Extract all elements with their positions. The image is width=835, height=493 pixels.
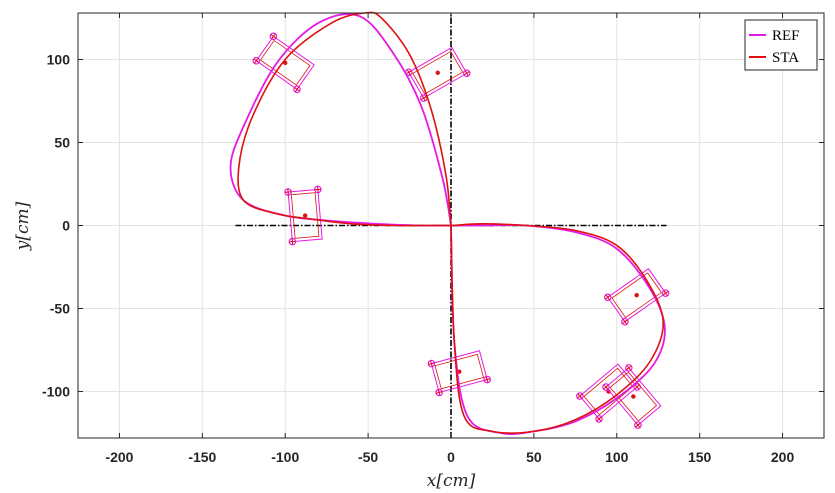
wheel-marker [284,188,292,196]
wheel-cross [626,365,632,371]
y-axis-label: y[cm] [13,201,33,251]
vehicle-body-estimate [609,371,658,422]
vehicle-marker [576,363,641,423]
wheel-cross [421,95,426,101]
wheel-cross [294,86,300,93]
vehicle-body-estimate [412,50,464,95]
wheel-marker [427,359,436,368]
vehicle-body [579,363,638,420]
vehicle-center [302,213,308,218]
y-tick-label: 0 [62,218,70,234]
x-axis-label: x[cm] [427,471,476,491]
wheel-cross [622,318,627,325]
wheel-cross [464,70,469,77]
wheel-marker [625,364,633,372]
legend-sta-label: STA [772,50,799,66]
y-tick-label: -100 [42,384,70,400]
wheel-cross [603,384,609,390]
wheel-marker [269,32,278,41]
vehicle-marker [603,268,670,326]
wheel-marker [602,383,610,391]
wheel-marker [293,85,301,94]
vehicle-center [435,70,440,75]
x-tick-label: -50 [358,449,378,465]
y-tick-label: -50 [50,301,70,317]
vehicle-body [605,367,662,426]
wheel-cross [437,389,441,396]
wheel-cross [271,33,276,40]
vehicle-center [631,394,636,399]
wheel-cross [406,69,411,76]
wheel-cross [596,416,602,422]
y-tick-label: 50 [54,134,70,150]
x-tick-label: -200 [105,449,133,465]
x-tick-label: -100 [271,449,299,465]
wheel-cross [634,384,640,390]
y-tick-labels: -100 -50 0 50 100 [42,51,824,400]
wheel-marker [435,388,443,397]
legend-box [744,19,818,71]
vehicle-body [607,268,667,323]
wheel-marker [621,317,629,326]
vehicle-marker [284,185,323,246]
wheel-marker [595,415,603,423]
wheel-marker [252,56,261,65]
vehicle-body-estimate [611,272,662,319]
vehicle-marker [404,46,471,102]
wheel-cross [430,360,433,367]
wheel-marker [634,421,642,429]
wheel-cross [289,240,296,243]
legend: REF STA [744,19,818,71]
wheel-cross [485,376,489,383]
wheel-marker [314,185,322,194]
x-tick-label: 200 [771,449,795,465]
wheel-cross [314,188,321,191]
wheel-cross [605,294,610,301]
vehicle-body-estimate [583,367,634,416]
wheel-marker [576,392,584,400]
vehicle-markers [252,32,670,429]
vehicle-marker [602,364,662,429]
x-tick-label: 100 [605,449,629,465]
wheel-marker [483,375,491,384]
x-tick-labels: -200 -150 -100 -50 0 50 100 150 200 [105,13,794,465]
wheel-marker [661,289,670,297]
x-tick-label: 150 [688,449,712,465]
wheel-cross [663,290,668,296]
wheel-marker [603,293,612,302]
x-tick-label: 0 [447,449,455,465]
x-tick-label: 50 [526,449,542,465]
vehicle-body [408,46,468,99]
x-tick-label: -150 [188,449,216,465]
wheel-marker [288,237,297,246]
y-tick-label: 100 [47,51,71,67]
wheel-cross [635,422,641,428]
wheel-marker [462,69,471,78]
wheel-cross [254,58,259,64]
wheel-cross [577,393,583,399]
wheel-cross [285,191,292,193]
vehicle-center [634,293,639,298]
legend-ref-label: REF [772,28,800,44]
